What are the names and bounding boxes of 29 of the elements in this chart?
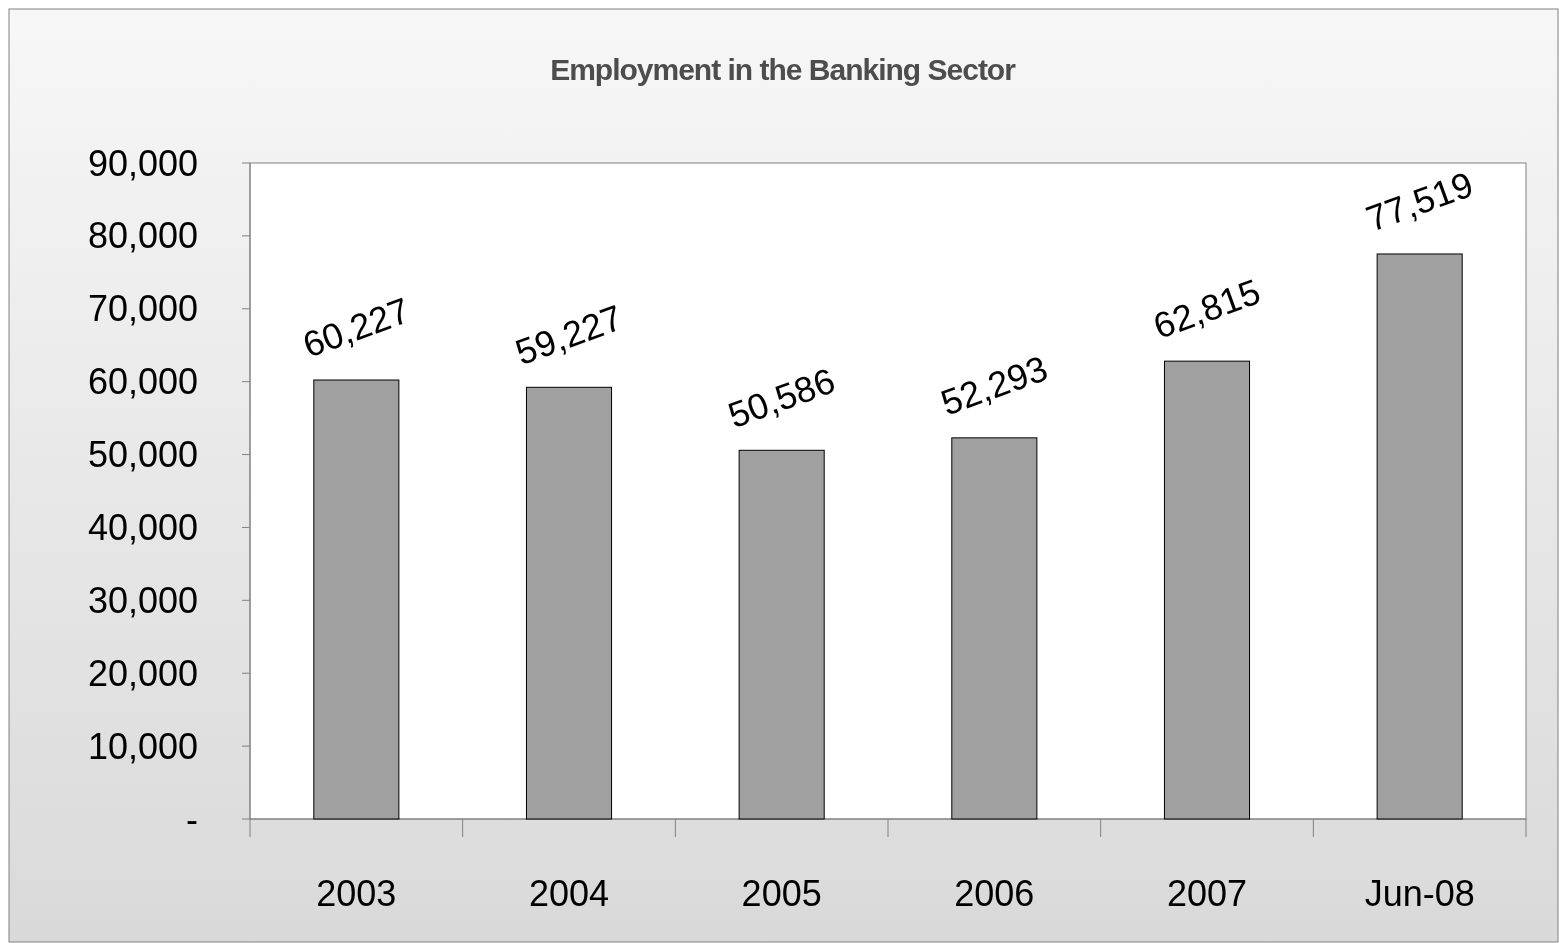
data-label: 50,586: [722, 359, 841, 436]
data-label: 60,227: [297, 289, 415, 366]
data-label: 52,293: [935, 347, 1053, 424]
bar: [951, 437, 1038, 820]
data-label: 77,519: [1360, 163, 1479, 240]
x-tick-label: 2007: [1166, 873, 1248, 914]
y-tick-label: 90,000: [87, 142, 198, 184]
data-label: 59,227: [510, 296, 628, 373]
y-tick-label: 70,000: [87, 288, 198, 330]
y-tick-label: 60,000: [87, 361, 198, 403]
bar: [313, 379, 400, 820]
y-tick-label: 40,000: [87, 507, 198, 549]
x-tick-label: 2006: [954, 873, 1035, 914]
y-tick-label: 10,000: [87, 725, 198, 767]
y-tick-label: 80,000: [87, 215, 198, 257]
bar: [525, 386, 613, 820]
y-tick-label: 20,000: [87, 652, 198, 694]
x-tick-label: 2004: [528, 873, 610, 914]
x-tick-label: 2005: [741, 873, 822, 914]
bar: [738, 449, 825, 820]
y-tick-label: 50,000: [87, 434, 198, 476]
x-tick-label: 2003: [316, 873, 397, 914]
y-tick-label: -: [186, 798, 198, 840]
bar: [1163, 360, 1251, 820]
bar: [1376, 253, 1463, 820]
data-label: 62,815: [1148, 270, 1266, 347]
x-tick-label: Jun-08: [1364, 873, 1475, 914]
chart-title: Employment in the Banking Sector: [550, 53, 1017, 86]
y-tick-label: 30,000: [87, 579, 198, 621]
